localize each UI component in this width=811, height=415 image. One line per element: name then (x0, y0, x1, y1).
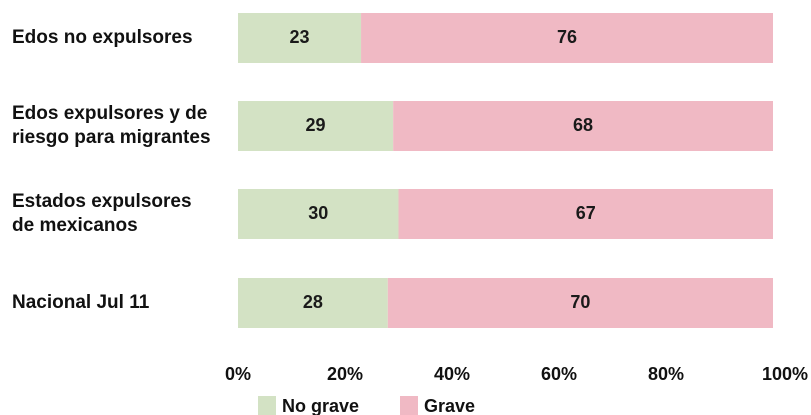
bars-layer: 23 76 29 68 30 67 28 70 (238, 13, 773, 328)
category-label: Nacional Jul 11 (12, 292, 150, 313)
bar-segment-grave (398, 189, 773, 239)
category-labels: Edos no expulsores Edos expulsores y de ri… (12, 27, 211, 313)
category-label: Edos no expulsores (12, 27, 193, 48)
legend-swatch-no-grave (258, 396, 276, 415)
legend: No grave Grave (258, 396, 475, 415)
data-label-no-grave: 28 (303, 292, 323, 312)
bar-segment-no-grave (238, 101, 394, 151)
bar-segment-no-grave (238, 13, 362, 63)
legend-label-no-grave: No grave (282, 396, 359, 415)
category-label: riesgo para migrantes (12, 127, 211, 148)
x-tick-label: 0% (225, 364, 251, 384)
category-label: de mexicanos (12, 215, 138, 236)
x-tick-label: 100% (762, 364, 808, 384)
data-label-grave: 67 (576, 203, 596, 223)
category-label: Edos expulsores y de (12, 103, 207, 124)
legend-label-grave: Grave (424, 396, 475, 415)
legend-swatch-grave (400, 396, 418, 415)
data-label-grave: 76 (557, 27, 577, 47)
bar-segment-grave (361, 13, 773, 63)
data-label-no-grave: 30 (308, 203, 328, 223)
bar-segment-no-grave (238, 278, 388, 328)
bar-segment-grave (393, 101, 773, 151)
category-label: Estados expulsores (12, 191, 192, 212)
x-tick-label: 40% (434, 364, 470, 384)
data-label-no-grave: 23 (290, 27, 310, 47)
data-label-grave: 68 (573, 115, 593, 135)
data-label-no-grave: 29 (306, 115, 326, 135)
x-tick-label: 80% (648, 364, 684, 384)
bar-segment-grave (387, 278, 773, 328)
x-tick-label: 20% (327, 364, 363, 384)
x-tick-label: 60% (541, 364, 577, 384)
bar-segment-no-grave (238, 189, 399, 239)
data-label-grave: 70 (570, 292, 590, 312)
x-axis-tick-labels: 0% 20% 40% 60% 80% 100% (225, 364, 808, 384)
